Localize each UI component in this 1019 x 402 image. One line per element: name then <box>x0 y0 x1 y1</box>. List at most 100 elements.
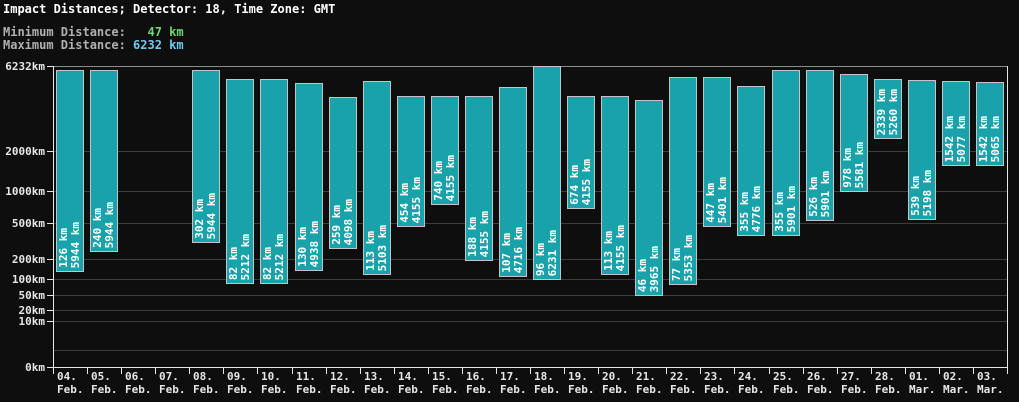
y-tick-mark <box>47 295 53 296</box>
bar: 302 km 5944 km <box>192 70 220 243</box>
x-axis-label-day: 28. <box>875 370 895 383</box>
bar-max-label: 4155 km <box>614 224 627 271</box>
y-axis-label: 6232km <box>5 60 45 73</box>
x-tick-mark <box>973 368 974 374</box>
gridline <box>53 223 1007 224</box>
gridline <box>53 151 1007 152</box>
bar: 539 km 5198 km <box>908 80 936 220</box>
gridline <box>53 350 1007 351</box>
bar-max-label: 5901 km <box>785 185 798 232</box>
bar: 82 km 5212 km <box>226 79 254 284</box>
bar: 126 km 5944 km <box>56 70 84 272</box>
x-axis-label-month: Mar. <box>909 383 936 396</box>
bar-max-label: 4938 km <box>308 220 321 267</box>
bar-max-label: 4155 km <box>444 154 457 201</box>
x-tick-mark <box>632 368 633 374</box>
x-axis-label-day: 25. <box>773 370 793 383</box>
bar: 674 km 4155 km <box>567 96 595 209</box>
y-tick-mark <box>47 367 53 368</box>
bar-min-label: 188 km <box>466 217 479 257</box>
x-axis-label-month: Feb. <box>500 383 527 396</box>
maximum-distance-value: 6232 km <box>133 38 184 52</box>
bar-min-label: 77 km <box>670 247 683 281</box>
bar-min-label: 454 km <box>398 183 411 223</box>
x-axis-label-month: Feb. <box>91 383 118 396</box>
bar: 978 km 5581 km <box>840 74 868 192</box>
bar-max-label: 6231 km <box>546 229 559 276</box>
x-axis-label-month: Mar. <box>943 383 970 396</box>
minimum-distance-row: Minimum Distance: 47 km <box>3 26 184 39</box>
right-axis-line <box>1007 66 1008 368</box>
x-axis-label-day: 14. <box>398 370 418 383</box>
y-axis-label: 0km <box>25 361 45 374</box>
bar-max-label: 4155 km <box>410 176 423 223</box>
x-tick-mark <box>871 368 872 374</box>
x-axis-label-month: Mar. <box>977 383 1004 396</box>
x-tick-mark <box>223 368 224 374</box>
bar-min-label: 302 km <box>193 199 206 239</box>
x-axis-label-day: 27. <box>841 370 861 383</box>
x-axis-label-day: 16. <box>466 370 486 383</box>
x-tick-mark <box>189 368 190 374</box>
x-axis-label-day: 22. <box>670 370 690 383</box>
bar-min-label: 113 km <box>602 231 615 271</box>
bar-min-label: 447 km <box>704 183 717 223</box>
x-axis-label-month: Feb. <box>738 383 765 396</box>
bar-min-label: 978 km <box>841 148 854 188</box>
gridline <box>53 259 1007 260</box>
y-tick-mark <box>47 321 53 322</box>
x-axis-label-day: 21. <box>636 370 656 383</box>
x-axis-label-day: 26. <box>807 370 827 383</box>
x-axis-label-day: 11. <box>296 370 316 383</box>
x-axis-label-month: Feb. <box>466 383 493 396</box>
x-axis-label-month: Feb. <box>636 383 663 396</box>
x-tick-mark <box>360 368 361 374</box>
x-tick-mark <box>530 368 531 374</box>
bar-max-label: 4716 km <box>512 226 525 273</box>
gridline <box>53 279 1007 280</box>
x-axis-label-month: Feb. <box>773 383 800 396</box>
x-axis-label-month: Feb. <box>193 383 220 396</box>
maximum-distance-label: Maximum Distance: <box>3 38 126 52</box>
bar-max-label: 4155 km <box>478 210 491 257</box>
x-axis-label-day: 23. <box>704 370 724 383</box>
x-axis-label-day: 13. <box>364 370 384 383</box>
y-axis-label: 10km <box>18 315 46 328</box>
x-axis-label-month: Feb. <box>227 383 254 396</box>
x-axis-label-day: 17. <box>500 370 520 383</box>
bar-min-label: 259 km <box>330 205 343 245</box>
x-tick-mark <box>53 368 54 374</box>
x-axis-label-day: 19. <box>568 370 588 383</box>
bar-min-label: 107 km <box>500 233 513 273</box>
bar: 526 km 5901 km <box>806 70 834 221</box>
x-axis-label-day: 01. <box>909 370 929 383</box>
x-axis-label-month: Feb. <box>57 383 84 396</box>
bar-max-label: 5065 km <box>989 115 1002 162</box>
x-tick-mark <box>734 368 735 374</box>
x-axis-label-month: Feb. <box>704 383 731 396</box>
x-axis-label-month: Feb. <box>534 383 561 396</box>
x-tick-mark <box>121 368 122 374</box>
x-axis-label-month: Feb. <box>296 383 323 396</box>
y-tick-mark <box>47 151 53 152</box>
x-axis-label-day: 12. <box>330 370 350 383</box>
bar-max-label: 5944 km <box>205 192 218 239</box>
x-axis-line <box>53 367 1008 368</box>
bar-min-label: 82 km <box>261 246 274 280</box>
bar-max-label: 5901 km <box>819 170 832 217</box>
y-axis-label: 100km <box>11 273 45 286</box>
gridline <box>53 321 1007 322</box>
x-axis-label-month: Feb. <box>125 383 152 396</box>
bar-max-label: 5944 km <box>69 221 82 268</box>
bar-max-label: 5212 km <box>239 233 252 280</box>
y-axis-label: 200km <box>11 253 45 266</box>
bar-max-label: 5077 km <box>955 115 968 162</box>
bar-min-label: 46 km <box>636 258 649 292</box>
x-tick-mark <box>326 368 327 374</box>
y-tick-mark <box>47 66 53 67</box>
x-axis-label-day: 10. <box>261 370 281 383</box>
x-tick-mark <box>496 368 497 374</box>
bar-max-label: 5401 km <box>716 176 729 223</box>
x-axis-label-day: 08. <box>193 370 213 383</box>
